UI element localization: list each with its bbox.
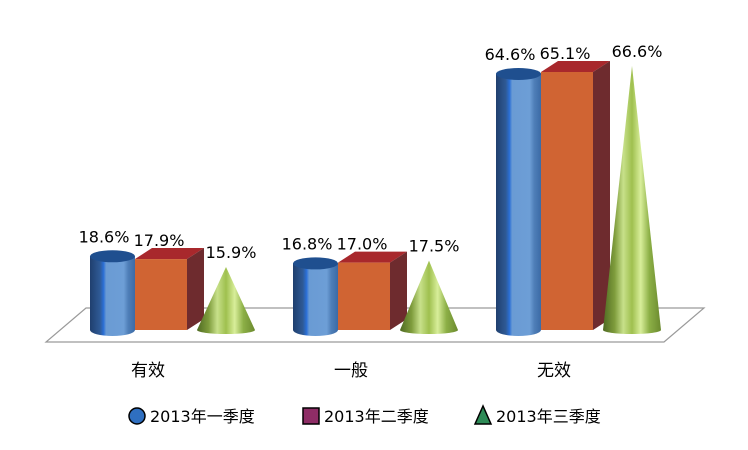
bar-cone-2 [603, 66, 661, 334]
legend-marker-circle-icon [128, 407, 146, 425]
bar-box-1 [338, 251, 407, 330]
data-label-s0-2: 64.6% [485, 45, 536, 64]
bar-cone-1 [400, 260, 458, 334]
bar-cylinder-2 [496, 67, 541, 336]
data-label-s0-0: 18.6% [79, 227, 130, 246]
category-labels-layer: 有效 一般 无效 [131, 361, 571, 381]
legend: 2013年一季度 2013年二季度 2013年三季度 [128, 404, 601, 426]
legend-item-2: 2013年三季度 [473, 404, 601, 426]
legend-label-1: 2013年二季度 [324, 407, 429, 426]
bar-box-2 [541, 61, 610, 330]
bar-cone-0 [197, 266, 255, 334]
legend-marker-triangle-icon [473, 404, 493, 425]
category-label-0: 有效 [131, 361, 165, 381]
data-label-s2-0: 15.9% [206, 243, 257, 262]
data-label-s2-1: 17.5% [409, 237, 460, 256]
category-label-2: 无效 [537, 361, 571, 381]
data-label-s1-2: 65.1% [540, 44, 591, 63]
legend-item-0: 2013年一季度 [128, 407, 255, 426]
legend-item-1: 2013年二季度 [302, 407, 429, 426]
legend-label-0: 2013年一季度 [150, 407, 255, 426]
value-labels-layer: 18.6% 17.9% 15.9% 16.8% 17.0% 17.5% 64.6% 65.1%… [79, 42, 663, 262]
legend-marker-square-icon [302, 407, 320, 425]
data-label-s2-2: 66.6% [612, 42, 663, 61]
bars-layer [90, 61, 661, 336]
data-label-s1-0: 17.9% [134, 231, 185, 250]
bar-cylinder-0 [90, 250, 135, 336]
bar-box-0 [135, 248, 204, 330]
data-label-s0-1: 16.8% [282, 234, 333, 253]
legend-label-2: 2013年三季度 [496, 407, 601, 426]
bar-cylinder-1 [293, 257, 338, 336]
data-label-s1-1: 17.0% [337, 235, 388, 254]
category-label-1: 一般 [334, 361, 368, 381]
